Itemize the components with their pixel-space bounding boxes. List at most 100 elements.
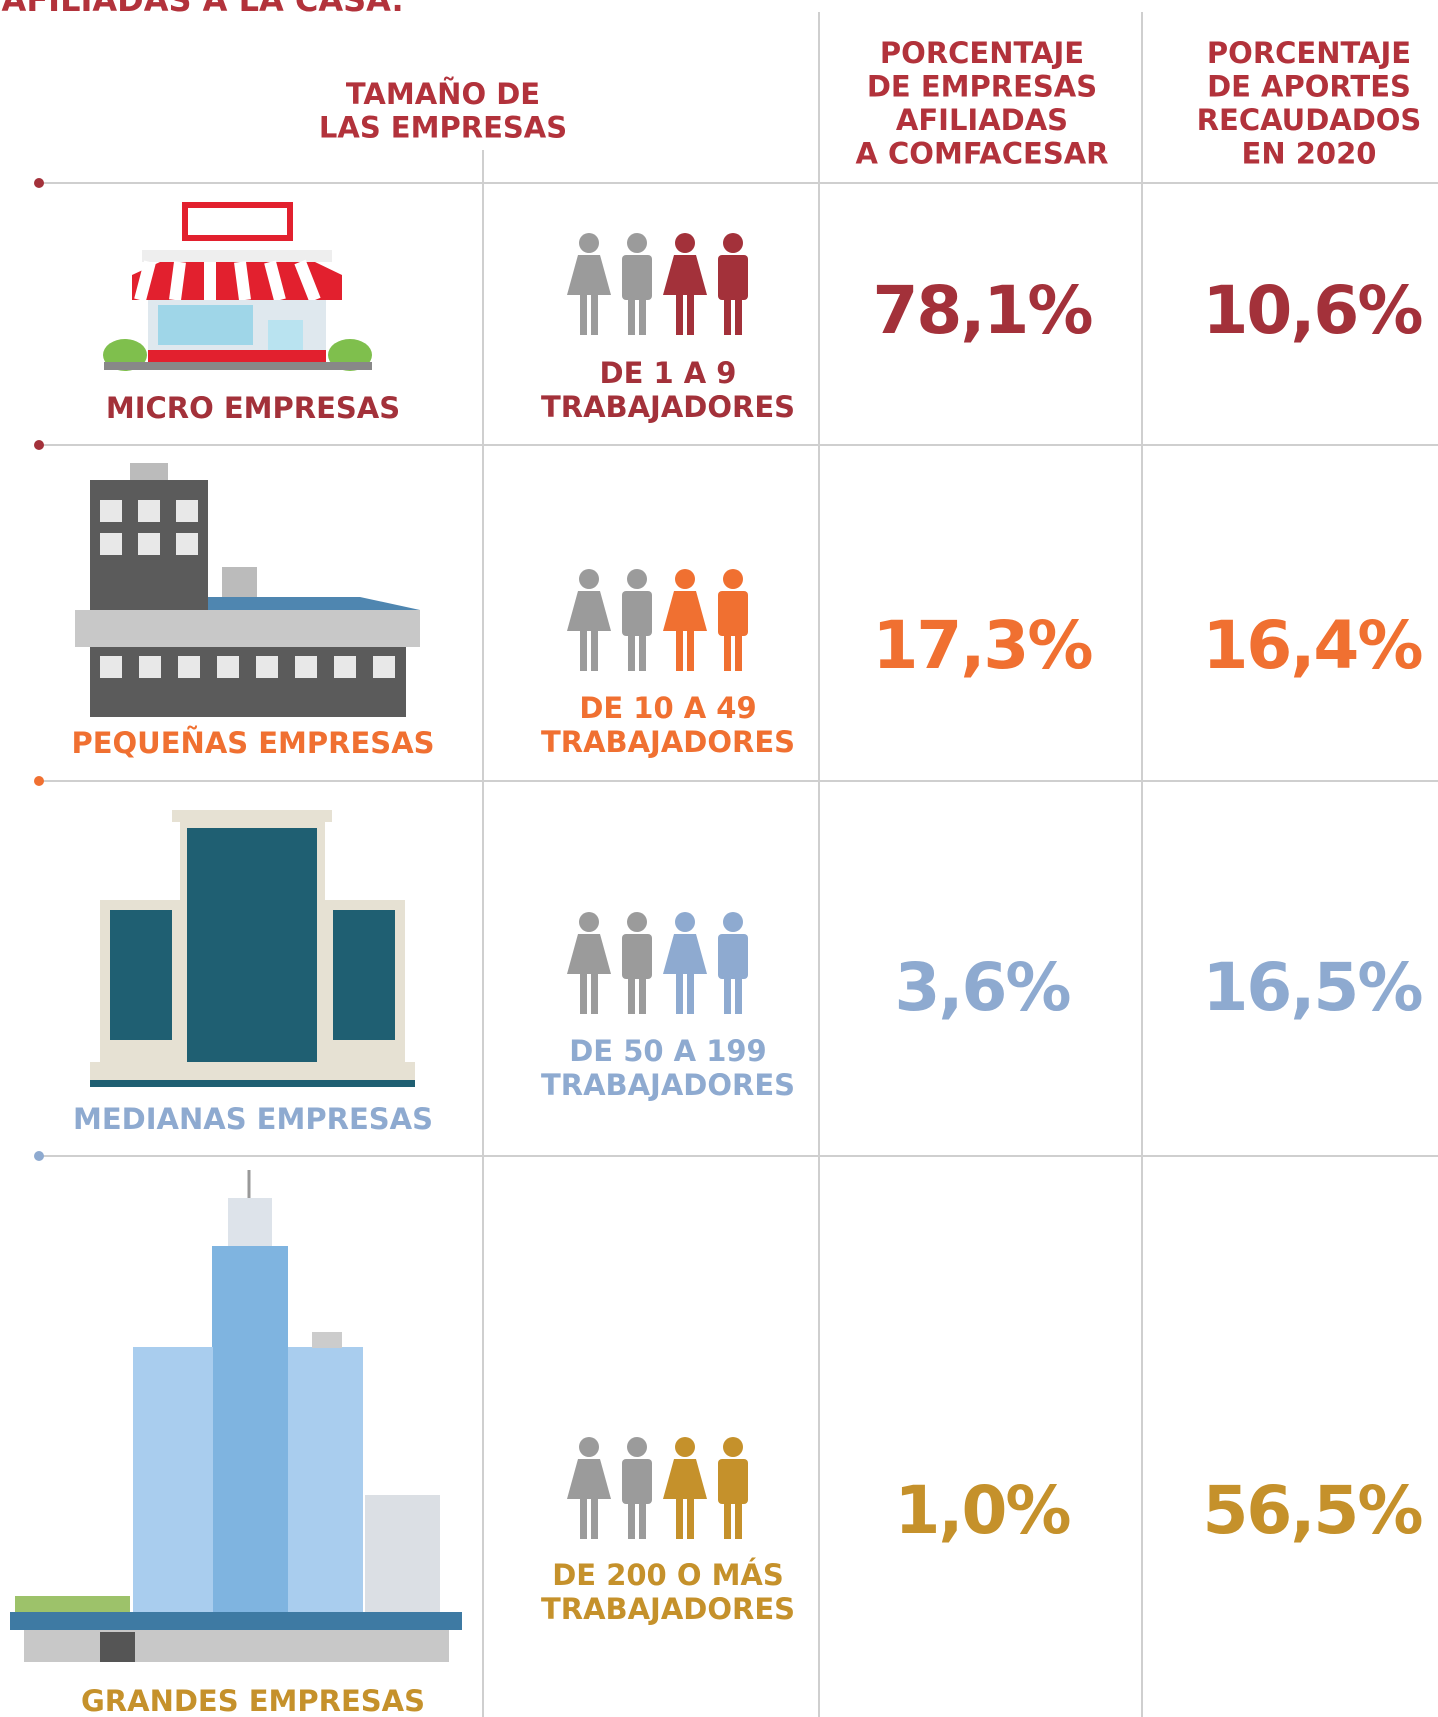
person-head	[723, 569, 743, 589]
person-head	[627, 1437, 647, 1457]
infographic: DE EMPRESAS AFILIADAS A LA CASA. TAMAÑO D…	[0, 0, 1438, 1717]
medium-building-illustration	[90, 810, 415, 1087]
person-leg	[591, 293, 598, 335]
affiliated-percent: 17,3%	[873, 607, 1093, 684]
person-head	[627, 233, 647, 253]
column-header: DE EMPRESAS	[867, 70, 1097, 104]
person-leg	[735, 972, 742, 1014]
column-header: LAS EMPRESAS	[319, 111, 567, 145]
person-leg	[676, 293, 683, 335]
person-head	[579, 233, 599, 253]
person-leg	[639, 1497, 646, 1539]
contributions-percent: 10,6%	[1203, 272, 1423, 349]
page-title: DE EMPRESAS AFILIADAS A LA CASA.	[0, 0, 404, 19]
person-leg	[591, 629, 598, 671]
person-leg	[580, 1497, 587, 1539]
person-head	[675, 233, 695, 253]
company-size: MICRO EMPRESAS	[106, 391, 400, 425]
small-building-illustration	[75, 463, 420, 717]
person-body	[622, 1459, 652, 1504]
workers-range: TRABAJADORES	[541, 1592, 795, 1626]
column-header: DE APORTES	[1207, 70, 1411, 104]
people-icon	[567, 912, 748, 1014]
person-leg	[639, 293, 646, 335]
person-leg	[735, 1497, 742, 1539]
person-leg	[580, 629, 587, 671]
workers-range: DE 50 A 199	[569, 1034, 767, 1068]
person-body	[567, 591, 611, 631]
dot	[34, 1151, 44, 1161]
column-header: PORCENTAJE	[1207, 36, 1411, 70]
affiliated-percent: 78,1%	[873, 272, 1093, 349]
person-body	[718, 255, 748, 300]
person-leg	[724, 293, 731, 335]
person-leg	[735, 293, 742, 335]
person-leg	[580, 972, 587, 1014]
person-head	[675, 1437, 695, 1457]
person-leg	[676, 629, 683, 671]
person-body	[663, 591, 707, 631]
person-leg	[724, 629, 731, 671]
person-leg	[628, 972, 635, 1014]
person-body	[663, 255, 707, 295]
workers-range: DE 10 A 49	[579, 691, 756, 725]
workers-range: TRABAJADORES	[541, 390, 795, 424]
person-head	[723, 912, 743, 932]
workers-range: DE 200 O MÁS	[552, 1558, 784, 1592]
person-body	[567, 934, 611, 974]
person-leg	[628, 293, 635, 335]
column-header: EN 2020	[1242, 137, 1377, 171]
workers-range: TRABAJADORES	[541, 1068, 795, 1102]
person-head	[627, 912, 647, 932]
company-size: PEQUEÑAS EMPRESAS	[71, 726, 434, 760]
person-leg	[628, 629, 635, 671]
person-leg	[687, 293, 694, 335]
person-body	[718, 591, 748, 636]
person-head	[579, 912, 599, 932]
dot	[34, 178, 44, 188]
person-leg	[676, 1497, 683, 1539]
person-body	[622, 255, 652, 300]
person-body	[622, 591, 652, 636]
person-head	[579, 569, 599, 589]
shop-illustration	[103, 205, 372, 371]
contributions-percent: 16,5%	[1203, 949, 1423, 1026]
person-head	[579, 1437, 599, 1457]
person-head	[723, 1437, 743, 1457]
large-building-illustration	[10, 1170, 462, 1662]
dot	[34, 776, 44, 786]
column-header: A COMFACESAR	[855, 137, 1108, 171]
person-body	[622, 934, 652, 979]
person-body	[718, 1459, 748, 1504]
affiliated-percent: 1,0%	[894, 1472, 1070, 1549]
dot	[34, 440, 44, 450]
person-leg	[639, 972, 646, 1014]
person-leg	[580, 293, 587, 335]
column-header: PORCENTAJE	[880, 36, 1084, 70]
person-leg	[676, 972, 683, 1014]
company-size: GRANDES EMPRESAS	[81, 1684, 425, 1717]
person-leg	[639, 629, 646, 671]
workers-range: TRABAJADORES	[541, 725, 795, 759]
person-body	[663, 1459, 707, 1499]
people-icon	[567, 233, 748, 335]
column-header: RECAUDADOS	[1197, 103, 1422, 137]
person-leg	[724, 1497, 731, 1539]
person-leg	[687, 972, 694, 1014]
people-icon	[567, 569, 748, 671]
person-body	[718, 934, 748, 979]
person-head	[627, 569, 647, 589]
person-leg	[591, 972, 598, 1014]
contributions-percent: 56,5%	[1203, 1472, 1423, 1549]
person-leg	[687, 1497, 694, 1539]
column-header: AFILIADAS	[896, 103, 1068, 137]
company-size: MEDIANAS EMPRESAS	[73, 1102, 433, 1136]
person-leg	[735, 629, 742, 671]
person-leg	[591, 1497, 598, 1539]
person-head	[675, 569, 695, 589]
contributions-percent: 16,4%	[1203, 607, 1423, 684]
column-header: TAMAÑO DE	[346, 77, 540, 111]
person-head	[723, 233, 743, 253]
person-leg	[628, 1497, 635, 1539]
people-icon	[567, 1437, 748, 1539]
